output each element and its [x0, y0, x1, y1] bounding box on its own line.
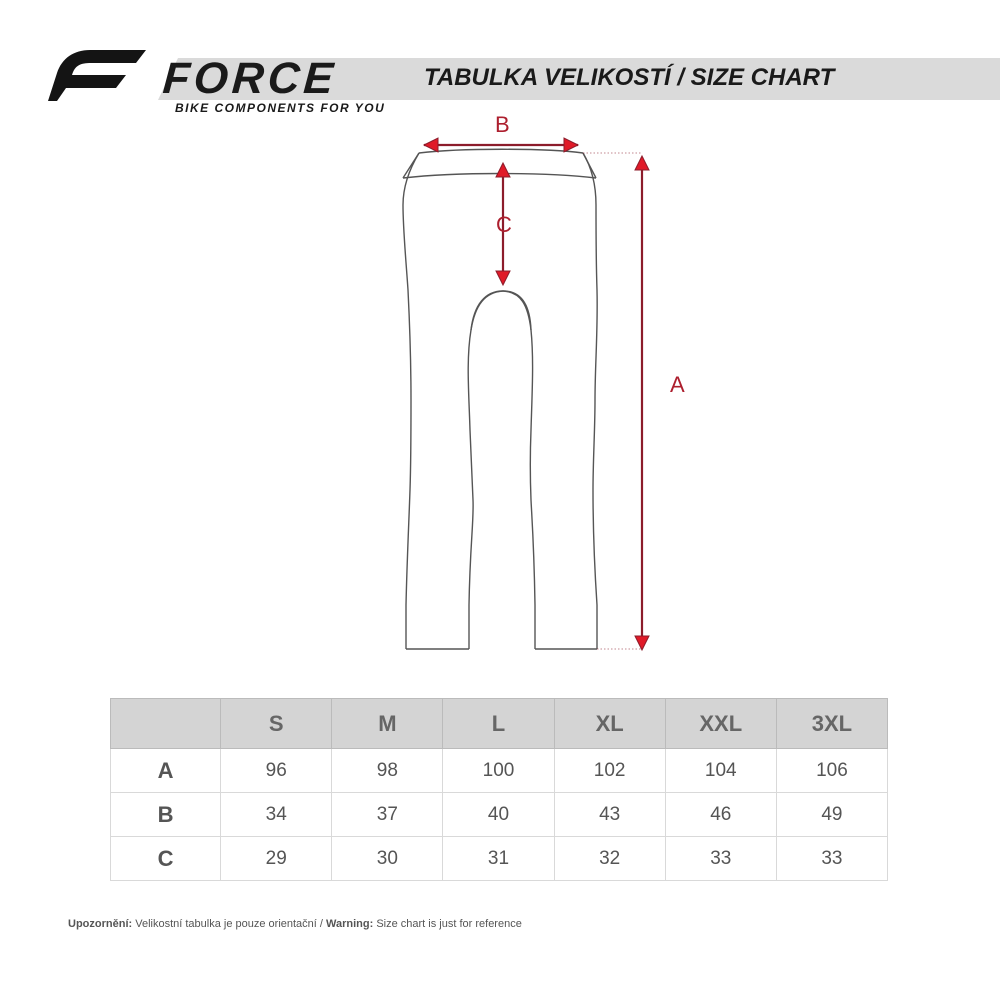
svg-text:C: C	[496, 212, 512, 237]
svg-text:B: B	[495, 112, 510, 137]
svg-text:A: A	[670, 372, 685, 397]
